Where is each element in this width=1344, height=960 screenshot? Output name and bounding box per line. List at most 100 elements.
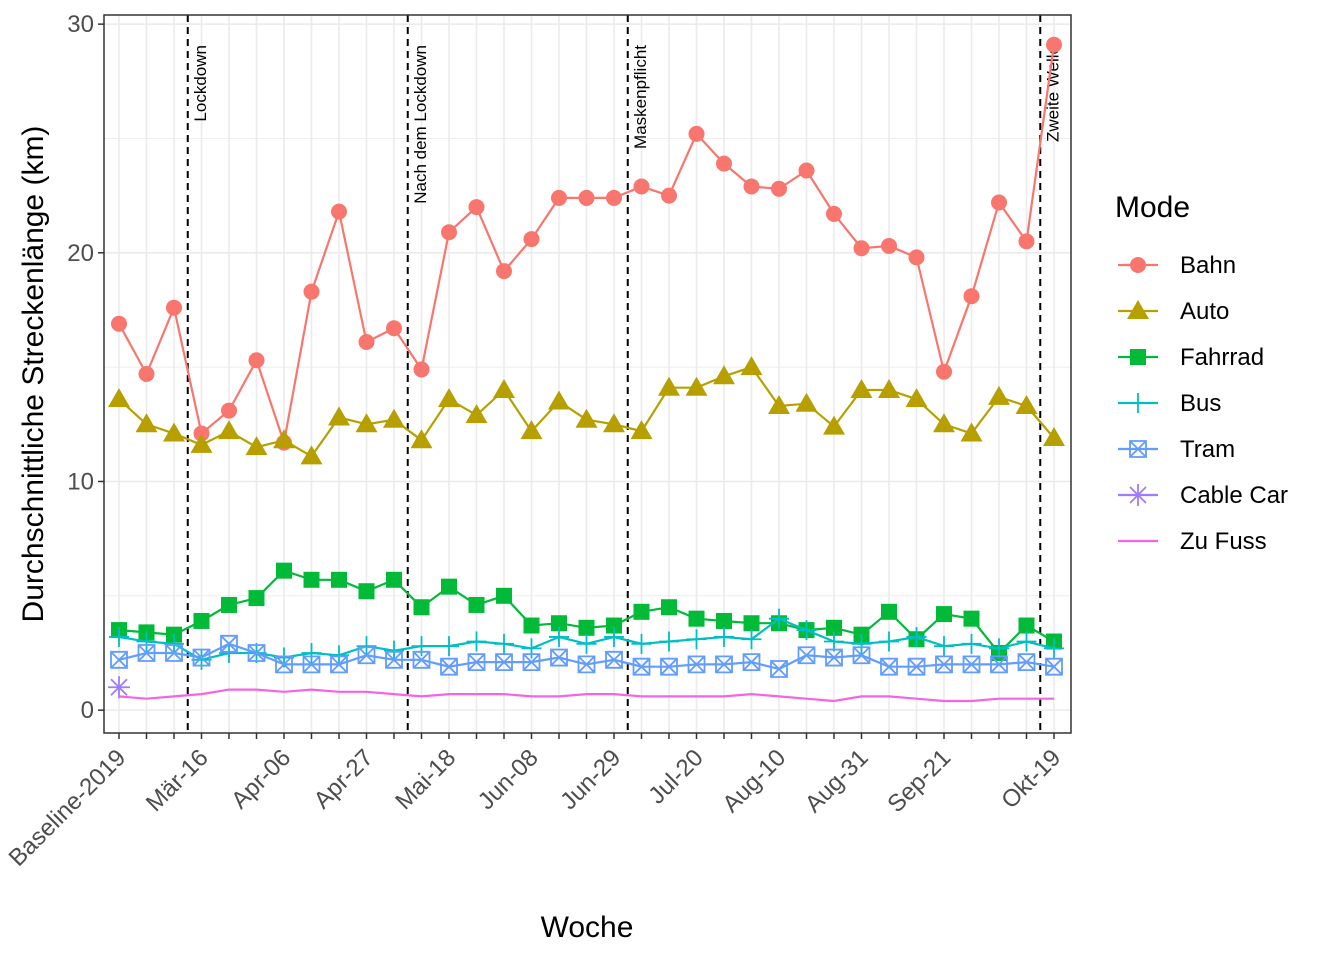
data-point-fahrrad xyxy=(963,610,980,627)
data-point-bus xyxy=(411,636,432,657)
data-point-tram xyxy=(660,657,678,676)
x-tick-label: Apr-27 xyxy=(309,744,379,814)
data-point-bahn xyxy=(358,333,375,350)
data-point-fahrrad xyxy=(303,571,320,588)
data-point-bus xyxy=(851,633,872,654)
data-point-fahrrad xyxy=(331,571,347,588)
data-point-bus xyxy=(301,642,322,663)
data-point-bus xyxy=(466,631,487,652)
event-lines: Lockdown Nach dem Lockdown Maskenpflicht Zw… xyxy=(186,15,1062,733)
data-point-bus xyxy=(604,626,624,647)
data-point-tram xyxy=(385,650,403,669)
event-label: Zweite Welle xyxy=(1043,45,1062,142)
data-point-bus xyxy=(329,645,349,666)
legend-label: Bahn xyxy=(1180,252,1236,279)
data-point-fahrrad xyxy=(936,606,952,623)
data-point-bus xyxy=(934,636,954,657)
data-point-auto xyxy=(273,429,295,449)
data-point-fahrrad xyxy=(496,587,512,604)
legend-key-marker xyxy=(1127,300,1149,319)
x-tick-label: Jul-20 xyxy=(643,744,708,809)
data-point-fahrrad xyxy=(661,599,677,616)
data-point-bus xyxy=(879,631,899,652)
legend: Mode Bahn Auto Fahrrad Bus Tram Cable Car Zu F… xyxy=(1115,191,1288,555)
x-axis-title: Woche xyxy=(541,911,634,944)
series-zu-fuss xyxy=(118,688,1054,703)
data-point-bus xyxy=(384,640,404,661)
data-point-bus xyxy=(219,642,239,663)
data-point-auto xyxy=(548,390,570,410)
data-point-tram xyxy=(302,655,321,674)
data-point-fahrrad xyxy=(441,578,457,595)
data-point-bus xyxy=(906,626,927,647)
data-point-tram xyxy=(852,646,871,665)
series-bus xyxy=(109,608,1064,670)
plot-border xyxy=(103,14,1072,734)
y-tick-label: 30 xyxy=(67,11,94,38)
data-point-bus xyxy=(686,629,707,650)
data-point-tram xyxy=(907,657,926,676)
data-point-bus xyxy=(714,626,734,647)
legend-key-marker xyxy=(1130,257,1146,273)
data-point-fahrrad xyxy=(386,571,402,588)
data-point-bahn xyxy=(853,240,870,257)
data-point-auto xyxy=(300,445,323,465)
data-point-bahn xyxy=(303,283,320,300)
legend-item-zu-fuss: Zu Fuss xyxy=(1118,528,1267,555)
data-point-auto xyxy=(850,379,873,399)
series-line-zu-fuss xyxy=(118,688,1054,703)
data-point-tram xyxy=(220,634,238,653)
series-auto xyxy=(108,356,1065,465)
data-point-tram xyxy=(495,653,513,672)
data-point-bus xyxy=(1016,631,1037,652)
x-tick-label: Sep-21 xyxy=(882,744,956,818)
data-point-auto xyxy=(520,420,543,440)
data-point-auto xyxy=(355,413,378,433)
data-point-fahrrad xyxy=(606,617,622,634)
event-label: Lockdown xyxy=(191,45,210,122)
legend-label: Fahrrad xyxy=(1180,344,1264,371)
x-tick-label: Aug-31 xyxy=(800,744,874,818)
data-point-tram xyxy=(770,660,788,678)
data-point-bahn xyxy=(111,315,127,332)
data-point-bahn xyxy=(221,402,237,419)
data-point-bus xyxy=(1044,638,1064,659)
data-point-fahrrad xyxy=(716,612,732,629)
data-point-bahn xyxy=(1046,36,1062,53)
data-point-auto xyxy=(1043,427,1065,447)
data-point-bahn xyxy=(798,162,815,179)
data-point-auto xyxy=(795,392,818,412)
data-point-tram xyxy=(990,655,1008,674)
data-point-auto xyxy=(740,356,763,376)
data-point-auto xyxy=(190,433,213,453)
x-tick-label: Mai-18 xyxy=(390,744,461,815)
x-tick-label: Aug-10 xyxy=(717,744,791,818)
data-point-fahrrad xyxy=(276,562,292,579)
data-point-bus xyxy=(741,629,762,650)
data-point-tram xyxy=(467,653,486,672)
data-point-auto xyxy=(768,395,790,415)
data-point-fahrrad xyxy=(881,603,897,620)
data-point-tram xyxy=(742,653,761,672)
data-point-fahrrad xyxy=(358,583,375,600)
data-point-tram xyxy=(687,655,706,674)
x-tick-label: Apr-06 xyxy=(226,744,296,814)
event-label: Maskenpflicht xyxy=(631,45,650,149)
series-layer xyxy=(108,36,1065,703)
y-axis-title: Durchschnittliche Streckenlänge (km) xyxy=(17,126,50,623)
data-point-bahn xyxy=(826,205,842,222)
legend-key-marker xyxy=(1129,440,1147,458)
legend-title: Mode xyxy=(1115,191,1190,224)
data-point-tram xyxy=(880,657,898,676)
data-point-bahn xyxy=(908,249,925,266)
data-point-tram xyxy=(605,650,623,669)
data-point-tram xyxy=(165,644,183,662)
data-point-auto xyxy=(493,379,515,399)
data-point-auto xyxy=(603,413,625,433)
data-point-auto xyxy=(713,365,735,385)
legend-item-bahn: Bahn xyxy=(1118,252,1236,279)
data-point-bahn xyxy=(771,180,787,197)
data-point-fahrrad xyxy=(578,619,595,636)
data-point-bus xyxy=(191,649,212,670)
data-point-fahrrad xyxy=(468,596,485,613)
